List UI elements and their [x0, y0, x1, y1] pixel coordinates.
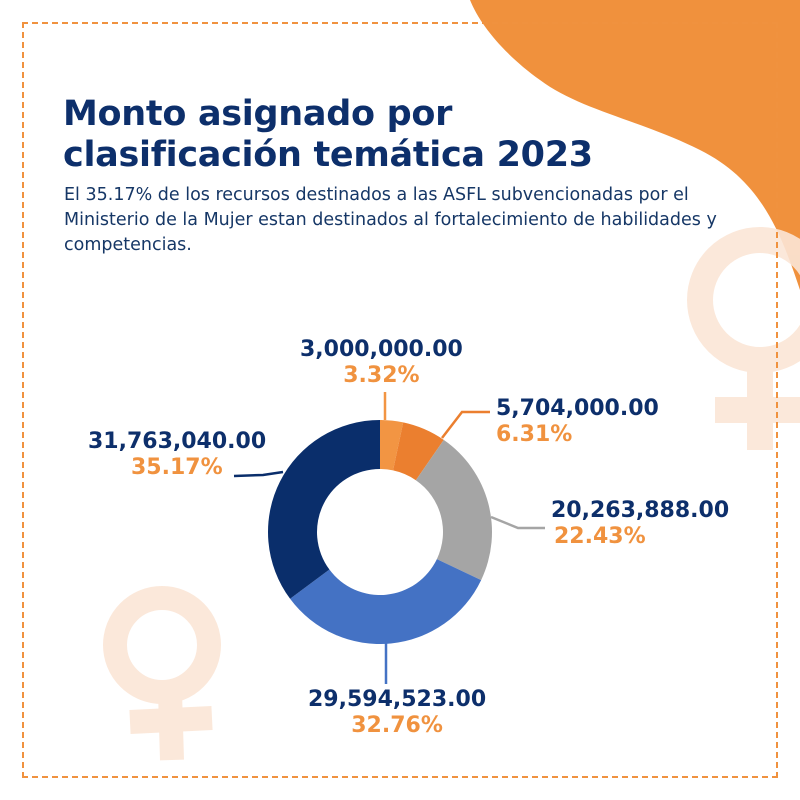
- value-label: 5,704,000.00: [496, 396, 659, 421]
- venus-symbol-icon: [687, 227, 800, 450]
- orange-blob: [470, 0, 800, 290]
- value-label: 20,263,888.00: [551, 498, 730, 523]
- data-label-slice-1: 3,000,000.00 3.32%: [300, 337, 463, 389]
- leader-line: [490, 515, 545, 530]
- dashed-border: [22, 22, 778, 778]
- percent-label: 3.32%: [343, 363, 420, 388]
- title-line-2: clasificación temática 2023: [63, 135, 593, 175]
- venus-symbol-icon: [103, 586, 221, 761]
- data-label-slice-2: 5,704,000.00 6.31%: [496, 396, 659, 448]
- donut-slice-3: [415, 439, 492, 581]
- leader-line: [233, 470, 284, 478]
- leader-lines: [233, 392, 545, 684]
- data-label-slice-4: 29,594,523.00 32.76%: [308, 687, 486, 739]
- donut-slice-2: [393, 422, 444, 481]
- value-label: 29,594,523.00: [308, 687, 487, 712]
- value-label: 3,000,000.00: [300, 337, 463, 362]
- percent-label: 22.43%: [554, 524, 646, 549]
- percent-label: 6.31%: [496, 422, 573, 447]
- percent-label: 35.17%: [131, 455, 223, 480]
- donut-slice-5: [267, 420, 380, 599]
- donut-slice-4: [290, 559, 482, 644]
- title-line-1: Monto asignado por: [63, 94, 453, 134]
- percent-label: 32.76%: [351, 713, 443, 738]
- data-label-slice-5: 31,763,040.00 35.17%: [88, 429, 266, 481]
- leader-line: [441, 410, 490, 439]
- data-label-slice-3: 20,263,888.00 22.43%: [551, 498, 729, 550]
- subtitle: El 35.17% de los recursos destinados a l…: [64, 185, 717, 255]
- value-label: 31,763,040.00: [88, 429, 267, 454]
- donut-slice-1: [380, 420, 404, 471]
- page-title: Monto asignado por clasificación temátic…: [63, 94, 593, 176]
